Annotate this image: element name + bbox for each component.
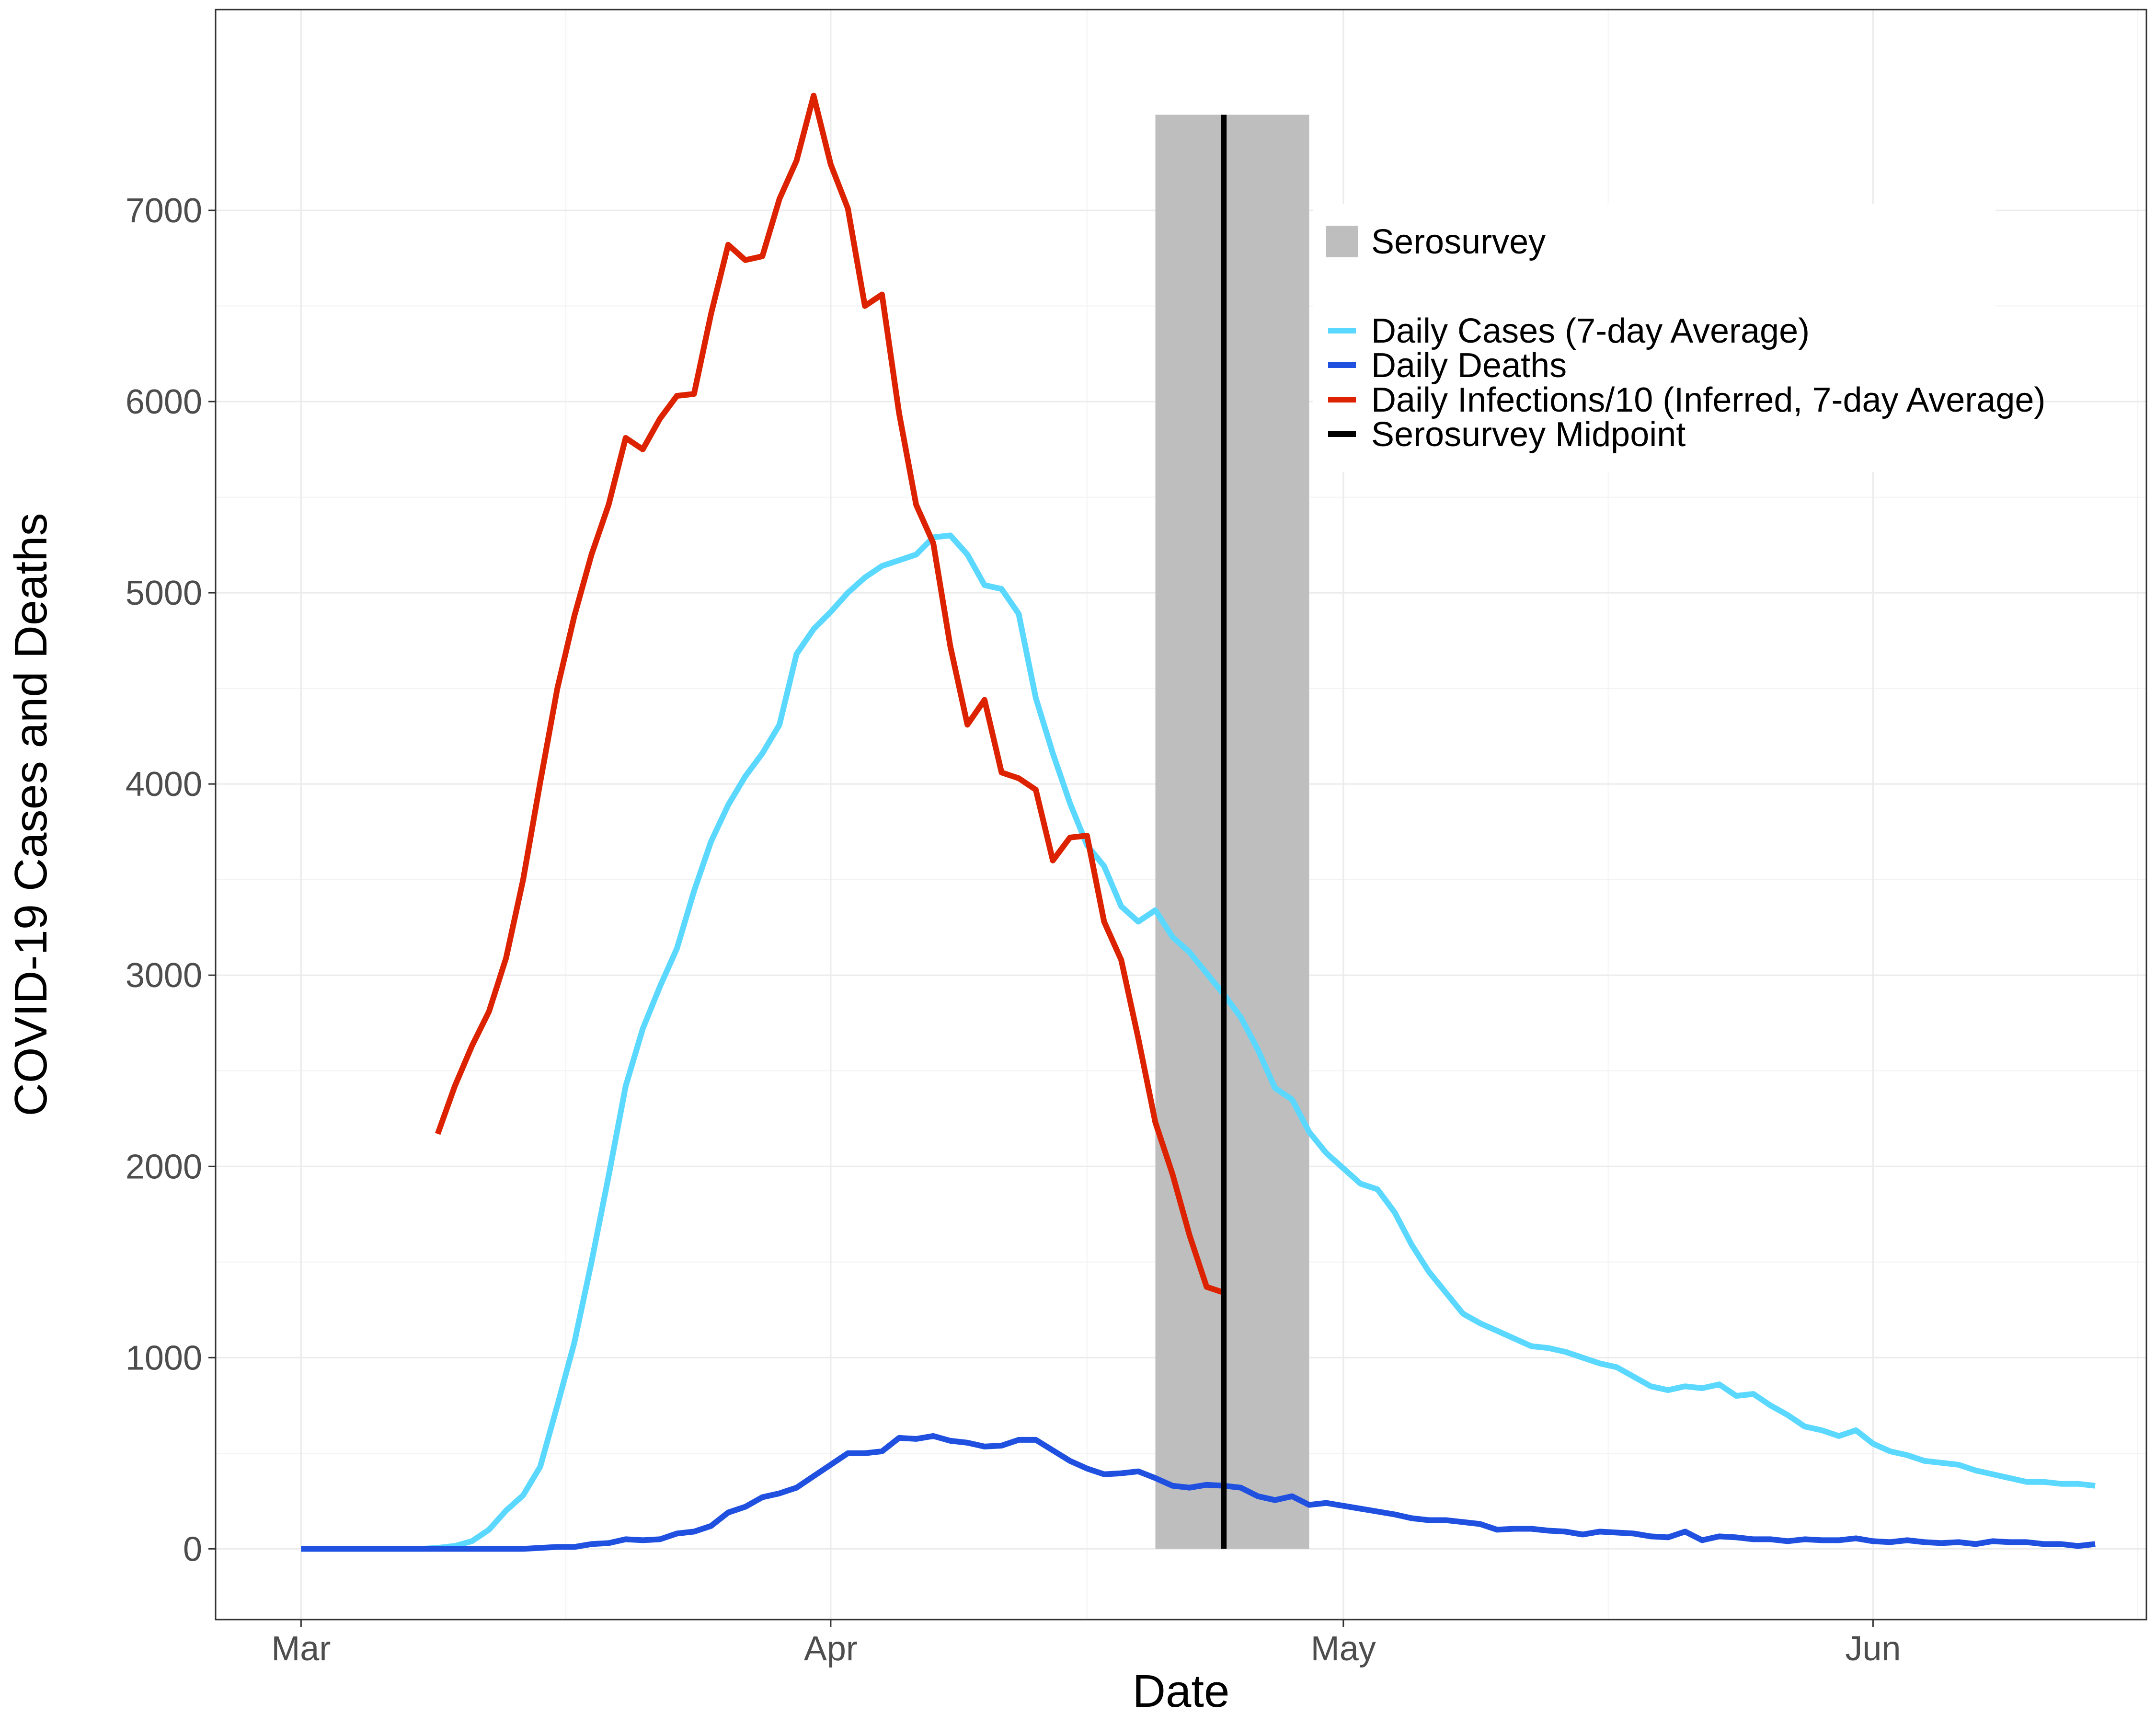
series-line-cases	[301, 532, 2096, 1552]
y-tick-label: 3000	[126, 956, 202, 995]
legend-box-serosurvey	[1313, 204, 1995, 472]
y-tick-label: 1000	[126, 1339, 202, 1377]
x-tick-label: Apr	[804, 1630, 858, 1668]
y-tick-label: 4000	[126, 765, 202, 804]
legend-key-serosurvey	[1326, 226, 1358, 257]
legend-label-midpoint: Serosurvey Midpoint	[1371, 415, 1686, 454]
y-tick-label: 0	[183, 1530, 202, 1568]
x-axis-title: Date	[1133, 1666, 1230, 1717]
y-tick-label: 2000	[126, 1148, 202, 1186]
y-tick-label: 7000	[126, 192, 202, 230]
legend: Serosurvey Daily Cases (7-day Average) D…	[1313, 204, 2045, 472]
series-layer	[301, 92, 2096, 1552]
x-tick-label: Jun	[1845, 1630, 1901, 1668]
serosurvey-layer	[1155, 115, 1309, 1549]
legend-label-serosurvey: Serosurvey	[1371, 223, 1546, 261]
legend-label-cases: Daily Cases (7-day Average)	[1371, 312, 1810, 350]
series-line-infections	[435, 92, 1225, 1296]
y-tick-label: 5000	[126, 574, 202, 612]
legend-label-deaths: Daily Deaths	[1371, 346, 1567, 385]
y-tick-label: 6000	[126, 383, 202, 421]
y-axis-title: COVID-19 Cases and Deaths	[5, 513, 57, 1116]
x-tick-label: May	[1311, 1630, 1376, 1668]
x-tick-label: Mar	[271, 1630, 331, 1668]
plot-panel-border	[215, 9, 2147, 1621]
x-tick-labels: Mar Apr May Jun	[271, 1630, 1901, 1668]
legend-label-infections: Daily Infections/10 (Inferred, 7-day Ave…	[1371, 381, 2045, 419]
series-line-deaths	[301, 1433, 2096, 1552]
y-tick-labels: 0 1000 2000 3000 4000 5000 6000 7000	[126, 192, 202, 1568]
axis-ticks	[208, 209, 1874, 1627]
serosurvey-band	[1155, 115, 1309, 1549]
